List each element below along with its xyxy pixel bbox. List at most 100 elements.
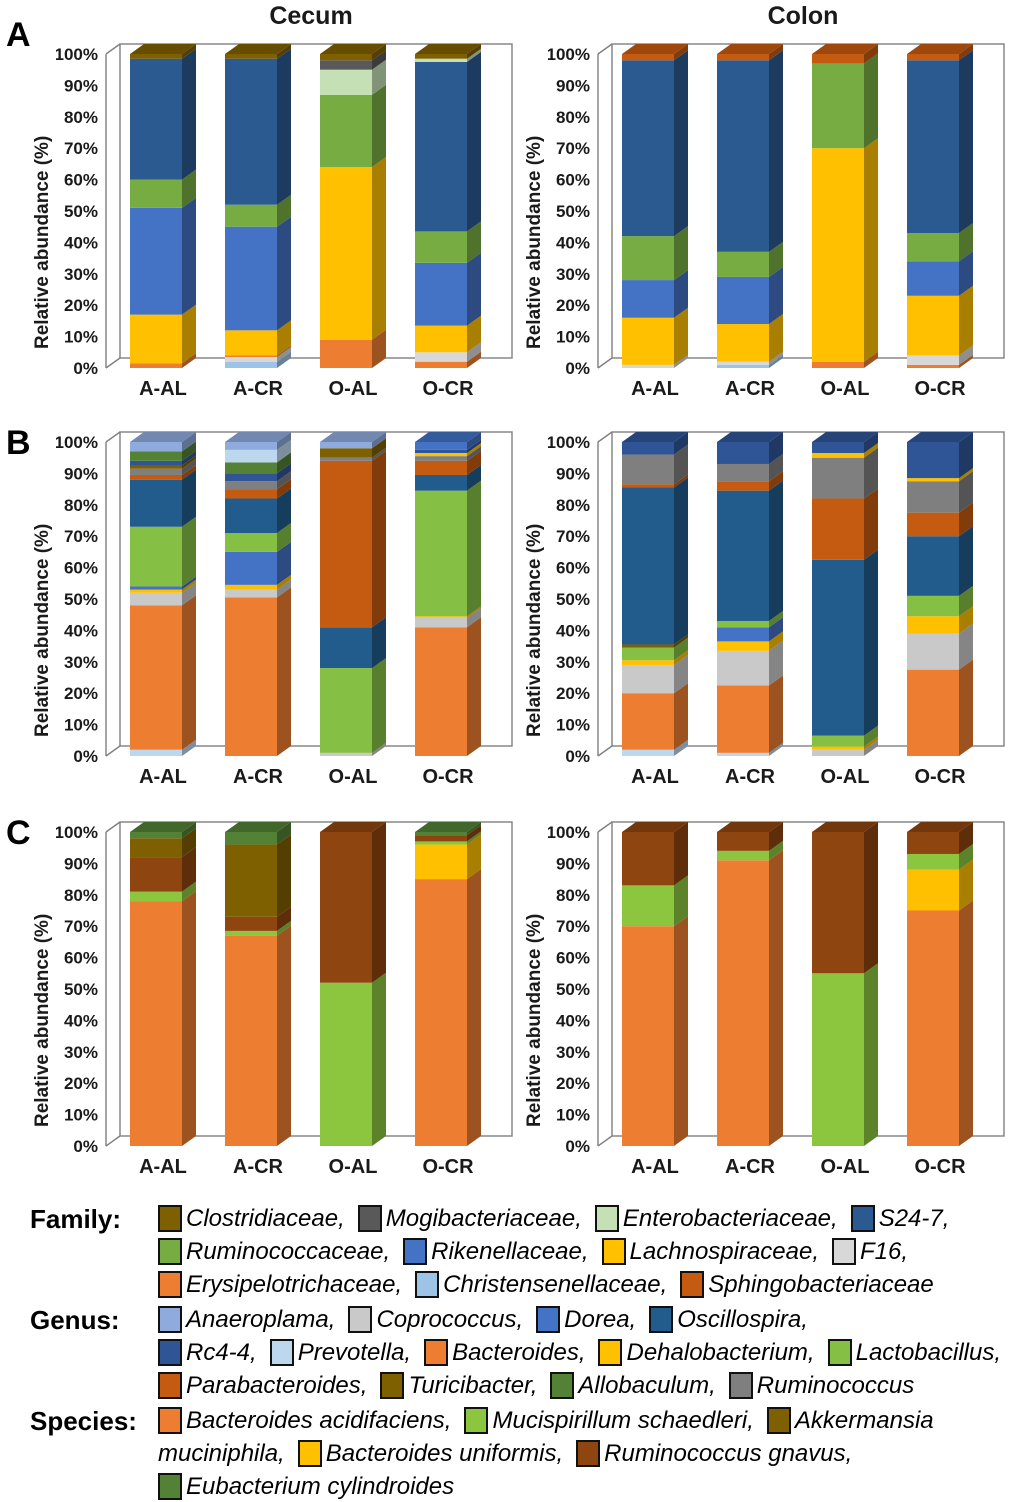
segment-bacteroides-acidifaciens	[622, 926, 674, 1146]
segment-side-s24-7	[769, 50, 783, 252]
category-label: O-AL	[329, 1156, 378, 1178]
y-tick-label: 0%	[73, 359, 98, 378]
segment-side-lachnospiraceae	[182, 304, 196, 364]
category-label: O-CR	[422, 766, 474, 788]
segment-side-eubacterium-cylindroides	[467, 822, 481, 836]
segment-top-rc4-4	[812, 432, 878, 442]
panel-c: C Relative abundance (%) 0% 10% 20% 30% 40% 5…	[6, 810, 1020, 1188]
legend-item-mucispirillum-schaedleri: Mucispirillum schaedleri,	[464, 1407, 754, 1435]
y-tick-label: 80%	[64, 108, 98, 127]
legend-item-ruminococcaceae: Ruminococcaceae,	[158, 1238, 390, 1266]
segment-side-coprococcus	[769, 640, 783, 686]
segment-mucispirillum-schaedleri	[812, 973, 864, 1146]
legend-item-label: Lactobacillus,	[855, 1338, 1002, 1366]
bar-colon-o-al	[812, 822, 878, 1146]
segment-side-enterobacteriaceae	[372, 59, 386, 95]
segment-side-clostridiaceae	[372, 44, 386, 61]
segment-oscillospira	[130, 479, 182, 527]
legend-item-coprococcus: Coprococcus,	[348, 1306, 523, 1334]
chart-svg-a-colon: 0% 10% 20% 30% 40% 50% 60% 70% 80% 90% 100% A-AL A-C…	[548, 43, 1005, 400]
y-tick-label: 40%	[64, 233, 98, 252]
segment-side-coprococcus	[372, 742, 386, 756]
y-tick-label: 40%	[556, 233, 590, 252]
segment-side-prevotella	[182, 739, 196, 756]
segment-ruminococcus-gnavus	[320, 832, 372, 983]
segment-side-mucispirillum-schaedleri	[864, 963, 878, 1146]
segment-side-oscillospira	[959, 526, 973, 596]
segment-side-mogibacteriaceae	[372, 50, 386, 70]
segment-side-bacteroides-acidifaciens	[674, 916, 688, 1146]
segment-side-clostridiaceae	[182, 44, 196, 59]
colon-title: Colon	[767, 2, 839, 30]
segment-parabacteroides	[415, 460, 467, 475]
legend-swatch-sphingobacteriaceae	[680, 1271, 705, 1298]
legend-items-family: Clostridiaceae, Mogibacteriaceae, Enteroba…	[158, 1202, 1020, 1301]
segment-top-clostridiaceae	[130, 44, 196, 54]
legend-line: Anaeroplama, Coprococcus, Dorea, Oscillospi…	[158, 1303, 1020, 1336]
segment-side-rikenellaceae	[674, 270, 688, 318]
segment-side-ruminococcus-gnavus	[372, 822, 386, 983]
segment-side-ruminococcus-gnavus	[674, 822, 688, 886]
segment-side-lachnospiraceae	[959, 285, 973, 356]
y-tick-label: 50%	[556, 590, 590, 609]
segment-lactobacillus	[622, 647, 674, 661]
axis-depth-line-top	[105, 821, 121, 833]
legend-item-label: Oscillospira,	[677, 1305, 808, 1333]
legend-item-label: S24-7,	[878, 1204, 950, 1232]
y-tick-label: 20%	[556, 1074, 590, 1093]
chart-svg-b-cecum: 0% 10% 20% 30% 40% 50% 60% 70% 80% 90% 100% A-AL A-C…	[56, 431, 513, 788]
segment-side-anaeroplama	[277, 432, 291, 450]
segment-sphingobacteriaceae	[812, 54, 864, 64]
category-label: A-CR	[725, 1156, 776, 1178]
segment-dehalobacterium	[225, 584, 277, 590]
segment-bacteroides-acidifaciens	[717, 860, 769, 1146]
segment-side-prevotella	[674, 739, 688, 756]
legend-row-genus: Genus: Anaeroplama, Coprococcus, Dorea, Osc…	[30, 1303, 1020, 1402]
segment-bacteroides-uniformis	[907, 869, 959, 911]
legend-item-label: Erysipelotrichaceae,	[186, 1270, 403, 1298]
segment-ruminococcus	[225, 481, 277, 490]
y-tick-label: 10%	[556, 716, 590, 735]
chart-c-cecum: Relative abundance (%) 0% 10% 20% 30% 40% 50%…	[30, 810, 522, 1188]
segment-side-rikenellaceae	[277, 216, 291, 331]
segment-side-s24-7	[182, 48, 196, 180]
legend-item-label: Bacteroides uniformis,	[325, 1439, 564, 1467]
plot-c-colon: 0% 10% 20% 30% 40% 50% 60% 70% 80% 90% 100% A-AL A-C…	[548, 810, 1008, 1188]
segment-side-allobaculum	[182, 441, 196, 461]
segment-side-bacteroides-acidifaciens	[182, 891, 196, 1146]
segment-s24-7	[130, 58, 182, 180]
legend-item-f16: F16,	[832, 1238, 908, 1266]
segment-side-lactobacillus	[277, 523, 291, 552]
segment-side-ruminococcaceae	[182, 169, 196, 208]
segment-oscillospira	[812, 559, 864, 736]
segment-side-ruminococcus-gnavus	[769, 822, 783, 851]
segment-akkermansia-muciniphila	[225, 844, 277, 917]
segment-side-oscillospira	[864, 549, 878, 736]
segment-mucispirillum-schaedleri	[415, 841, 467, 845]
legend-line: Rc4-4, Prevotella, Bacteroides, Dehalobacte…	[158, 1336, 1020, 1369]
segment-side-oscillospira	[372, 617, 386, 669]
segment-side-lactobacillus	[864, 725, 878, 747]
segment-turicibacter	[320, 448, 372, 458]
legend-row-label-genus: Genus:	[30, 1305, 120, 1335]
segment-side-bacteroides-acidifaciens	[467, 869, 481, 1146]
bar-colon-o-cr	[907, 432, 973, 756]
y-tick-label: 60%	[556, 949, 590, 968]
segment-enterobacteriaceae	[320, 69, 372, 95]
segment-side-parabacteroides	[674, 474, 688, 488]
segment-lachnospiraceae	[225, 330, 277, 356]
category-label: A-AL	[139, 378, 187, 400]
cecum-title: Cecum	[269, 2, 353, 30]
segment-parabacteroides	[225, 489, 277, 499]
plot-a-cecum: 0% 10% 20% 30% 40% 50% 60% 70% 80% 90% 100% A-AL A-C…	[56, 32, 516, 410]
segment-mogibacteriaceae	[320, 60, 372, 70]
axis-depth-line-bottom	[597, 745, 613, 757]
y-tick-label: 100%	[56, 823, 98, 842]
legend-row-label-species: Species:	[30, 1406, 137, 1436]
segment-top-eubacterium-cylindroides	[225, 822, 291, 832]
segment-top-sphingobacteriaceae	[622, 44, 688, 54]
segment-top-anaeroplama	[320, 432, 386, 442]
segment-oscillospira	[225, 498, 277, 534]
y-axis-title: Relative abundance (%)	[32, 913, 53, 1127]
y-tick-label: 70%	[64, 917, 98, 936]
